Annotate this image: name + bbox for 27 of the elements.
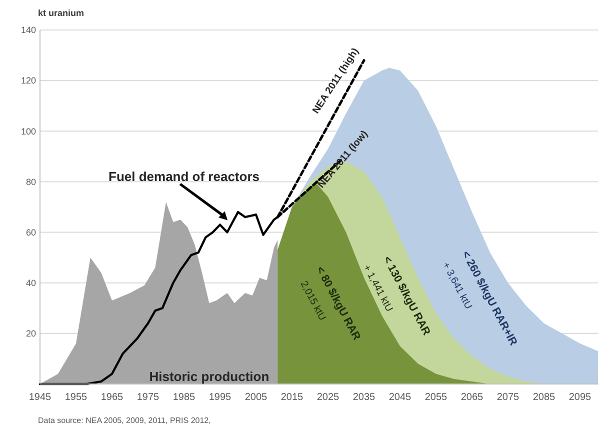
x-tick-label: 2005 xyxy=(244,392,268,403)
x-tick-label: 2055 xyxy=(424,392,448,403)
source-note: Data source: NEA 2005, 2009, 2011, PRIS 2012, xyxy=(38,416,211,425)
x-tick-label: 2075 xyxy=(496,392,520,403)
x-tick-label: 2025 xyxy=(316,392,340,403)
text: Fuel demand of reactors xyxy=(108,169,260,184)
y-tick-label: 40 xyxy=(26,278,36,288)
y-tick-label: 140 xyxy=(20,25,36,36)
x-tick-label: 1955 xyxy=(64,392,88,403)
x-tick-label: 2035 xyxy=(352,392,376,403)
y-tick-label: 20 xyxy=(26,328,36,339)
x-tick-label: 1945 xyxy=(28,392,52,403)
y-tick-label: 100 xyxy=(20,126,36,136)
y-tick-label: 60 xyxy=(26,227,36,238)
x-tick-label: 2015 xyxy=(280,392,304,403)
x-tick-label: 2095 xyxy=(568,392,592,403)
x-tick-label: 1995 xyxy=(208,392,232,403)
x-tick-label: 1975 xyxy=(136,392,160,403)
x-tick-label: 1985 xyxy=(172,392,196,403)
series-label: Historic production xyxy=(149,368,270,384)
x-tick-label: 2065 xyxy=(460,392,484,403)
y-axis-title: kt uranium xyxy=(38,8,84,18)
x-tick-label: 1965 xyxy=(100,392,124,403)
x-tick-label: 2045 xyxy=(388,392,412,403)
x-tick-label: 2085 xyxy=(532,392,556,403)
y-tick-label: 120 xyxy=(20,76,36,86)
y-tick-label: 80 xyxy=(26,176,36,187)
